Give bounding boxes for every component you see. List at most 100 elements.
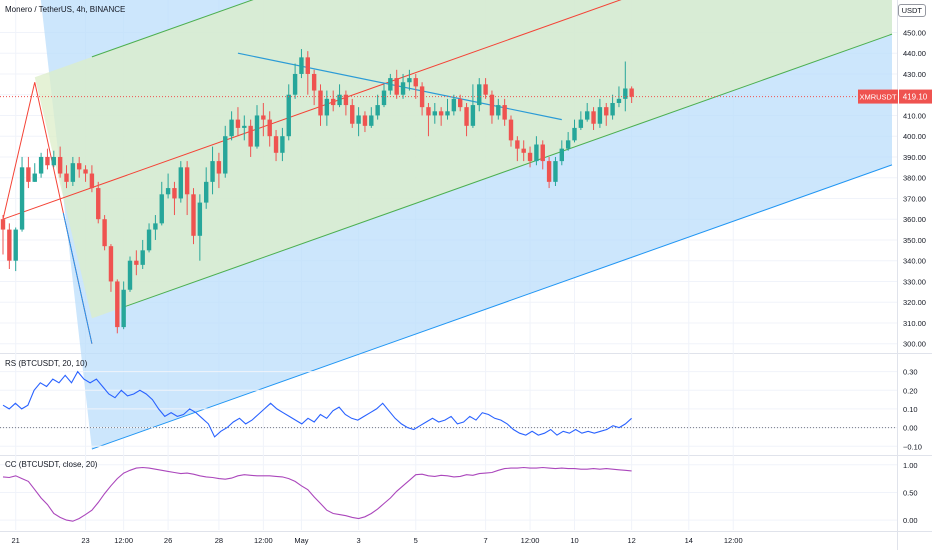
rs-tick-label: 0.00 (903, 424, 918, 433)
time-tick-label: 21 (12, 536, 20, 545)
candlestick-series[interactable] (0, 49, 634, 334)
candle-body (508, 119, 514, 141)
candle (0, 215, 6, 255)
candle (350, 98, 355, 128)
price-tick-label: 340.00 (903, 257, 926, 266)
candle-body (121, 289, 126, 328)
candle-body (267, 119, 272, 137)
candle (197, 194, 203, 261)
candle (96, 181, 101, 224)
candle-body (134, 260, 139, 265)
candle (343, 90, 349, 116)
candle-body (108, 246, 114, 282)
candle (216, 152, 222, 189)
price-axis[interactable]: 450.00 440.00 430.00 410.00 400.00 390.00 380.… (903, 28, 926, 348)
currency-badge[interactable]: USDT (897, 4, 926, 17)
cc-indicator-title: CC (BTCUSDT, close, 20) (5, 460, 98, 469)
candle-body (470, 105, 476, 126)
candle (534, 136, 539, 166)
candle-body (127, 260, 133, 290)
candle (375, 94, 380, 120)
candle (489, 90, 495, 124)
pitchfork-drawing[interactable] (2, 0, 893, 450)
candle (381, 84, 387, 108)
candle-body (419, 86, 425, 108)
candle-body (7, 229, 12, 261)
candle-body (83, 169, 88, 174)
candle (432, 103, 437, 124)
candle (318, 84, 323, 126)
candle (464, 103, 469, 137)
time-tick-label: 12:00 (114, 536, 133, 545)
candle-body (534, 144, 539, 162)
candle-body (350, 105, 355, 124)
candle (248, 119, 253, 157)
candle-body (178, 167, 183, 199)
candle (572, 119, 577, 143)
time-tick-label: 12:00 (254, 536, 273, 545)
candle-body (362, 115, 368, 126)
candle-body (445, 111, 450, 116)
candle (483, 78, 488, 99)
cc-tick-label: 0.00 (903, 516, 918, 525)
candle-body (585, 111, 590, 120)
candle-body (280, 136, 285, 153)
candle-body (305, 57, 310, 74)
cc-line (2, 466, 632, 522)
time-tick-label: 12 (627, 536, 635, 545)
candle-body (451, 98, 457, 112)
candle-body (32, 173, 37, 182)
candle (407, 69, 412, 91)
inner-upper-line (91, 0, 254, 58)
candle (273, 129, 279, 162)
candle-body (623, 88, 628, 99)
candle (585, 103, 590, 122)
outer-lower-line (91, 164, 893, 450)
price-tick-label: 350.00 (903, 236, 926, 245)
candle-body (146, 229, 152, 251)
candle (204, 167, 209, 209)
candle (559, 140, 564, 166)
price-tick-label: 450.00 (903, 28, 926, 37)
candle-body (407, 78, 412, 83)
candle-body (381, 90, 387, 106)
candle (337, 84, 342, 108)
rs-pane[interactable]: 0.30 0.20 0.10 0.00 −0.10 (0, 368, 922, 452)
candle-body (388, 78, 393, 91)
candle-body (400, 82, 406, 95)
candle-body (248, 125, 253, 147)
candle-body (610, 103, 615, 116)
candle-body (64, 173, 69, 182)
last-price-line: XMRUSDT 419.10 (0, 89, 932, 104)
candle-body (184, 167, 190, 195)
candle (629, 86, 634, 103)
candle (540, 140, 545, 170)
candle-body (19, 167, 25, 230)
candle-body (496, 105, 501, 116)
candle-body (559, 148, 564, 162)
candle (26, 156, 31, 189)
candle (242, 115, 247, 141)
candle-body (597, 107, 603, 124)
inner-lower-line (123, 33, 893, 308)
candle-body (235, 119, 241, 128)
candle (438, 107, 444, 126)
candle (502, 98, 507, 126)
candle (70, 156, 76, 186)
cc-pane[interactable]: 1.00 0.50 0.00 (0, 461, 918, 525)
rs-tick-label: 0.10 (903, 405, 918, 414)
rs-indicator-title: RS (BTCUSDT, 20, 10) (5, 359, 88, 368)
candle-body (324, 98, 330, 116)
candle-body (375, 105, 380, 116)
time-axis[interactable]: 21 23 12:00 26 28 12:00 May 3 5 7 12:00 10 12 14 12:00 (12, 536, 743, 545)
candle (89, 165, 95, 193)
candle (305, 51, 310, 95)
candle-body (292, 73, 298, 95)
candle-body (489, 94, 495, 116)
candle-body (515, 140, 520, 149)
candle-body (311, 73, 317, 91)
trendline (237, 52, 562, 121)
candle (610, 94, 615, 120)
